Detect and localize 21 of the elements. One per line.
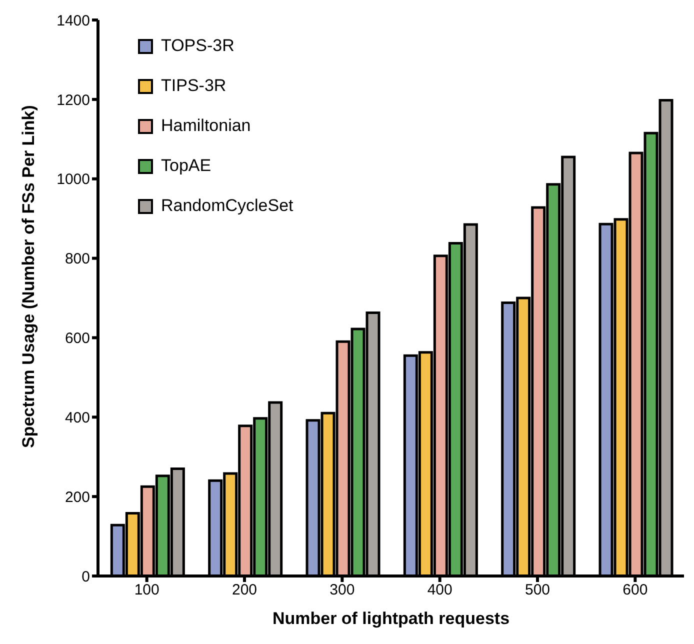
x-tick-label: 200 [232, 582, 258, 599]
y-tick-label: 1400 [56, 12, 90, 30]
x-tick-label: 300 [330, 582, 355, 599]
legend-label: TOPS-3R [161, 36, 234, 56]
y-tick-label: 400 [64, 409, 90, 426]
y-tick-label: 800 [64, 250, 90, 268]
x-tick-label: 600 [622, 582, 648, 599]
y-tick-label: 1000 [56, 171, 90, 188]
legend-label: TopAE [161, 156, 212, 176]
y-axis-title: Spectrum Usage (Number of FSs Per Link) [19, 105, 38, 448]
legend-label: Hamiltonian [161, 116, 251, 136]
y-tick-label: 200 [64, 488, 90, 506]
legend-label: RandomCycleSet [161, 196, 294, 216]
x-axis-title: Number of lightpath requests [272, 609, 510, 628]
y-tick-label: 1200 [56, 92, 90, 109]
x-tick-label: 400 [427, 582, 452, 599]
x-tick-label: 100 [134, 582, 160, 599]
y-tick-label: 600 [64, 330, 90, 348]
x-tick-label: 500 [524, 582, 550, 599]
y-tick-label: 0 [82, 568, 90, 586]
legend-label: TIPS-3R [161, 76, 226, 96]
